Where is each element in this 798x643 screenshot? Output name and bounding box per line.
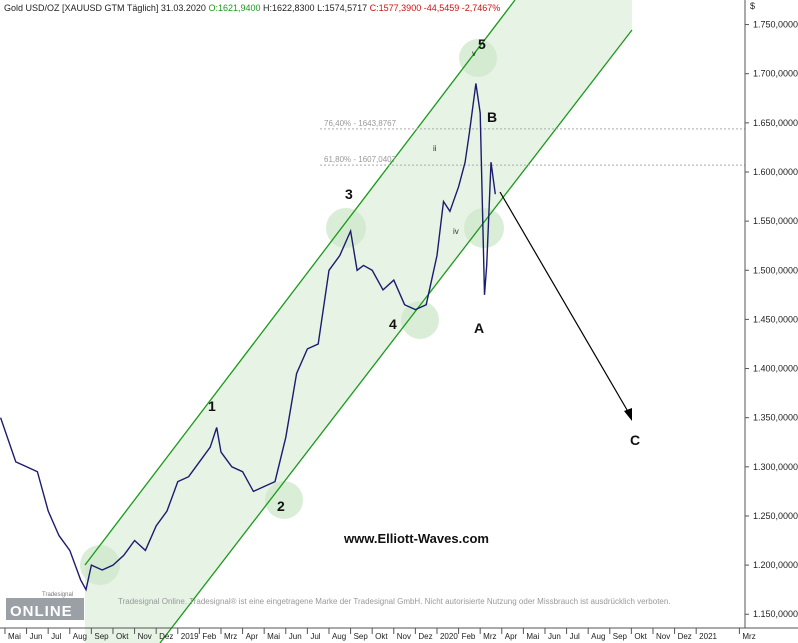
wave-label: A (474, 320, 484, 336)
close: C:1577,3900 (370, 3, 422, 13)
highlight (401, 301, 439, 339)
wave-label: 4 (389, 316, 397, 332)
header: Gold USD/OZ [XAUUSD GTM Täglich] 31.03.2… (4, 3, 500, 13)
change-pct: -2,7467% (462, 3, 501, 13)
y-tick-label: 1.250,0000 (753, 511, 798, 521)
x-tick-label: Sep (354, 632, 369, 641)
x-tick-label: Mai (526, 632, 539, 641)
disclaimer: Tradesignal Online. Tradesignal® ist ein… (118, 597, 671, 606)
highlight (459, 39, 497, 77)
channel-upper (84, 0, 516, 566)
x-tick-label: Aug (591, 632, 605, 641)
highlight (464, 208, 504, 248)
x-tick-label: Mai (8, 632, 21, 641)
x-tick-label: Jun (289, 632, 302, 641)
y-tick-label: 1.200,0000 (753, 560, 798, 570)
fib-label: 76,40% - 1643,8767 (324, 119, 397, 128)
channel-fill (85, 0, 632, 643)
x-tick-label: Dez (418, 632, 432, 641)
high: H:1622,8300 (263, 3, 315, 13)
logo-box (6, 598, 84, 620)
x-tick-label: Nov (397, 632, 411, 641)
x-tick-label: Jun (548, 632, 561, 641)
x-tick-label: Aug (332, 632, 346, 641)
watermark: www.Elliott-Waves.com (343, 531, 489, 546)
x-tick-label: Apr (246, 632, 259, 641)
highlight (326, 208, 366, 248)
y-tick-label: 1.650,0000 (753, 118, 798, 128)
x-tick-label: Jul (310, 632, 320, 641)
x-tick-label: Aug (73, 632, 87, 641)
x-tick-label: 2021 (699, 632, 717, 641)
y-tick-label: 1.350,0000 (753, 413, 798, 423)
y-tick-label: 1.300,0000 (753, 462, 798, 472)
currency: $ (750, 1, 755, 11)
forecast-arrow (499, 191, 631, 416)
logo-main: ONLINE (10, 603, 73, 620)
x-tick-label: Feb (202, 632, 216, 641)
wave-label: iv (453, 227, 459, 236)
x-tick-label: Nov (138, 632, 152, 641)
x-tick-label: 2019 (181, 632, 199, 641)
price-line (0, 83, 496, 592)
wave-label: C (630, 432, 640, 448)
wave-label: B (487, 109, 497, 125)
date: 31.03.2020 (161, 3, 206, 13)
wave-label: v (472, 49, 476, 58)
x-tick-label: Nov (656, 632, 670, 641)
highlight (80, 545, 120, 585)
wave-label: 1 (208, 398, 216, 414)
y-tick-label: 1.500,0000 (753, 265, 798, 275)
x-tick-label: Okt (116, 632, 129, 641)
y-tick-label: 1.450,0000 (753, 314, 798, 324)
instrument: Gold USD/OZ [XAUUSD GTM Täglich] (4, 3, 158, 13)
highlights (80, 39, 504, 585)
wave-label: 3 (345, 186, 353, 202)
wave-label: ii (433, 144, 437, 153)
x-tick-label: Apr (505, 632, 518, 641)
channel-lower (159, 29, 633, 643)
y-tick-label: 1.150,0000 (753, 609, 798, 619)
y-tick-label: 1.550,0000 (753, 216, 798, 226)
low: L:1574,5717 (317, 3, 367, 13)
highlight (265, 481, 303, 519)
x-tick-label: Okt (634, 632, 647, 641)
x-tick-label: Mrz (742, 632, 755, 641)
x-tick-label: Jul (51, 632, 61, 641)
y-tick-label: 1.400,0000 (753, 364, 798, 374)
fib-label: 61,80% - 1607,0407 (324, 155, 397, 164)
wave-label: 2 (277, 498, 285, 514)
wave-label: 5 (478, 36, 486, 52)
arrow-head (624, 408, 632, 421)
open: O:1621,9400 (208, 3, 260, 13)
plot: 1.150,0000 1.200,0000 1.250,0000 1.300,0000… (0, 20, 798, 641)
x-tick-label: Dez (678, 632, 692, 641)
x-tick-label: Dez (159, 632, 173, 641)
y-tick-label: 1.700,0000 (753, 69, 798, 79)
x-tick-label: Mrz (224, 632, 237, 641)
x-tick-label: Mai (267, 632, 280, 641)
logo-top: Tradesignal (42, 592, 73, 598)
change: -44,5459 (424, 3, 460, 13)
x-tick-label: Sep (613, 632, 628, 641)
x-tick-label: Mrz (483, 632, 496, 641)
y-tick-label: 1.600,0000 (753, 167, 798, 177)
x-tick-label: 2020 (440, 632, 458, 641)
x-tick-label: Sep (94, 632, 109, 641)
x-tick-label: Okt (375, 632, 388, 641)
y-tick-label: 1.750,0000 (753, 20, 798, 30)
x-tick-label: Jul (570, 632, 580, 641)
x-tick-label: Jun (30, 632, 43, 641)
x-tick-label: Feb (462, 632, 476, 641)
